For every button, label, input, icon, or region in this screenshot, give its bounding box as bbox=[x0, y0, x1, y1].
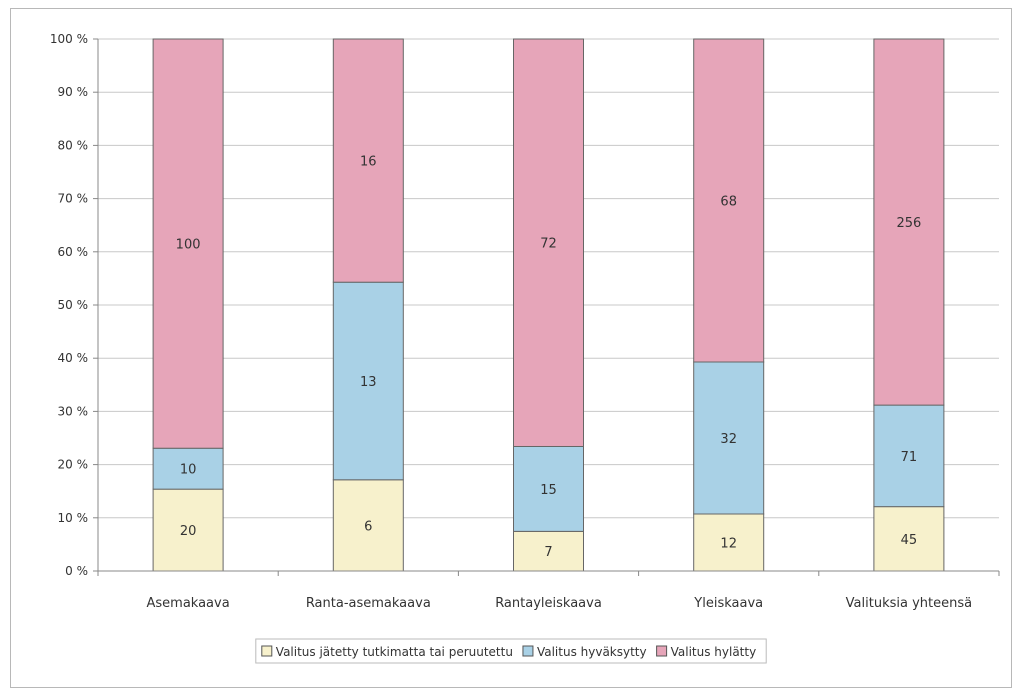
legend-swatch bbox=[656, 645, 668, 657]
bar-segment bbox=[152, 38, 224, 449]
bar-segment bbox=[513, 445, 584, 532]
y-tick-label: 20 % bbox=[58, 458, 89, 472]
data-label: 16 bbox=[360, 155, 377, 170]
stacked-bar-chart: 0 % 10 % 20 % 30 % 40 % 50 % 60 % 70 % 80 % 90 % 1… bbox=[50, 32, 1000, 664]
data-label: 10 bbox=[180, 463, 197, 478]
x-tick-label: Valituksia yhteensä bbox=[846, 596, 972, 611]
x-tick-label: Yleiskaava bbox=[693, 596, 763, 611]
data-label: 12 bbox=[720, 537, 737, 552]
x-tick-label: Asemakaava bbox=[147, 596, 230, 611]
data-label: 68 bbox=[720, 195, 737, 210]
legend-label: Valitus hylätty bbox=[671, 645, 757, 659]
bar-segment bbox=[873, 38, 945, 406]
bar-segment bbox=[693, 361, 765, 515]
x-axis: Asemakaava Ranta-asemakaava Rantayleiskaav… bbox=[97, 570, 1000, 611]
x-tick-label: Ranta-asemakaava bbox=[306, 596, 431, 611]
y-tick-label: 80 % bbox=[58, 138, 89, 152]
data-label: 256 bbox=[896, 216, 921, 231]
bar-segment bbox=[152, 447, 224, 490]
legend-label: Valitus jätetty tutkimatta tai peruutett… bbox=[276, 645, 513, 659]
bar-segment bbox=[873, 404, 945, 508]
bar-segment bbox=[693, 38, 765, 363]
data-label: 13 bbox=[360, 375, 377, 390]
x-tick-label: Rantayleiskaava bbox=[495, 596, 602, 611]
y-axis: 0 % 10 % 20 % 30 % 40 % 50 % 60 % 70 % 80 % 90 % 1… bbox=[50, 32, 99, 578]
data-label: 6 bbox=[364, 519, 372, 534]
y-tick-label: 40 % bbox=[58, 351, 89, 365]
y-tick-label: 90 % bbox=[58, 85, 89, 99]
legend: Valitus jätetty tutkimatta tai peruutett… bbox=[255, 638, 767, 664]
bar-segment bbox=[873, 506, 945, 572]
legend-box bbox=[255, 638, 767, 664]
bar-segment bbox=[332, 38, 404, 283]
y-tick-label: 70 % bbox=[58, 192, 89, 206]
legend-swatch bbox=[261, 645, 273, 657]
y-tick-label: 0 % bbox=[65, 564, 88, 578]
y-tick-label: 10 % bbox=[58, 511, 89, 525]
data-label: 45 bbox=[901, 533, 918, 548]
legend-label: Valitus hyväksytty bbox=[537, 645, 647, 659]
data-label: 7 bbox=[544, 545, 552, 560]
data-label: 15 bbox=[540, 483, 557, 498]
bar-segment bbox=[513, 530, 584, 572]
bar-segment bbox=[152, 488, 224, 572]
bars: 20 10 100 6 13 16 7 15 72 12 32 68 45 71 256 bbox=[152, 38, 945, 572]
y-tick-label: 100 % bbox=[50, 32, 88, 46]
data-label: 71 bbox=[901, 450, 918, 465]
data-label: 100 bbox=[176, 238, 201, 253]
data-label: 32 bbox=[720, 432, 737, 447]
y-tick-label: 50 % bbox=[58, 298, 89, 312]
legend-swatch bbox=[522, 645, 534, 657]
bar-segment bbox=[513, 38, 584, 447]
y-tick-label: 30 % bbox=[58, 404, 89, 418]
y-tick-label: 60 % bbox=[58, 245, 89, 259]
chart-frame: 0 % 10 % 20 % 30 % 40 % 50 % 60 % 70 % 80 % 90 % 1… bbox=[10, 8, 1012, 688]
bar-segment bbox=[332, 281, 404, 481]
data-label: 72 bbox=[540, 237, 557, 252]
bar-segment bbox=[693, 513, 765, 572]
data-label: 20 bbox=[180, 524, 197, 539]
